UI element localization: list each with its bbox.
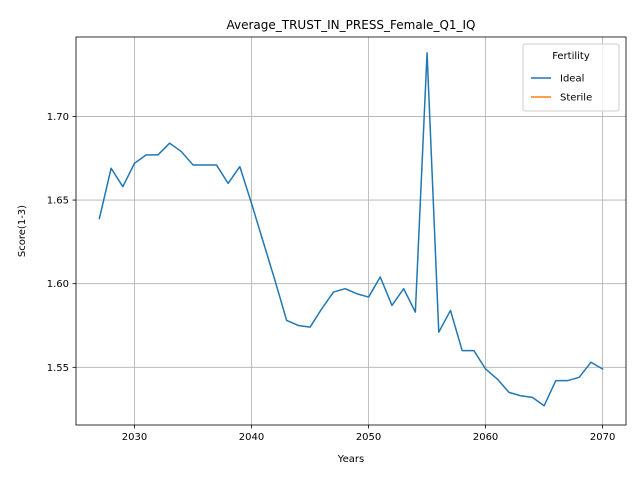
chart-title: Average_TRUST_IN_PRESS_Female_Q1_IQ [226, 18, 475, 32]
x-tick-label: 2070 [590, 432, 615, 443]
y-tick-label: 1.65 [47, 196, 69, 207]
y-tick-label: 1.70 [47, 112, 69, 123]
legend: Fertility Ideal Sterile [523, 44, 619, 111]
x-tick-label: 2060 [473, 432, 498, 443]
legend-label-sterile: Sterile [560, 93, 592, 104]
y-tick-label: 1.55 [47, 363, 69, 374]
x-tick-label: 2030 [122, 432, 147, 443]
legend-label-ideal: Ideal [560, 74, 584, 85]
x-axis-label: Years [337, 454, 364, 465]
y-axis-label: Score(1-3) [17, 205, 28, 257]
y-tick-label: 1.60 [47, 279, 69, 290]
x-tick-label: 2040 [239, 432, 264, 443]
x-tick-label: 2050 [356, 432, 381, 443]
legend-title: Fertility [552, 51, 590, 62]
